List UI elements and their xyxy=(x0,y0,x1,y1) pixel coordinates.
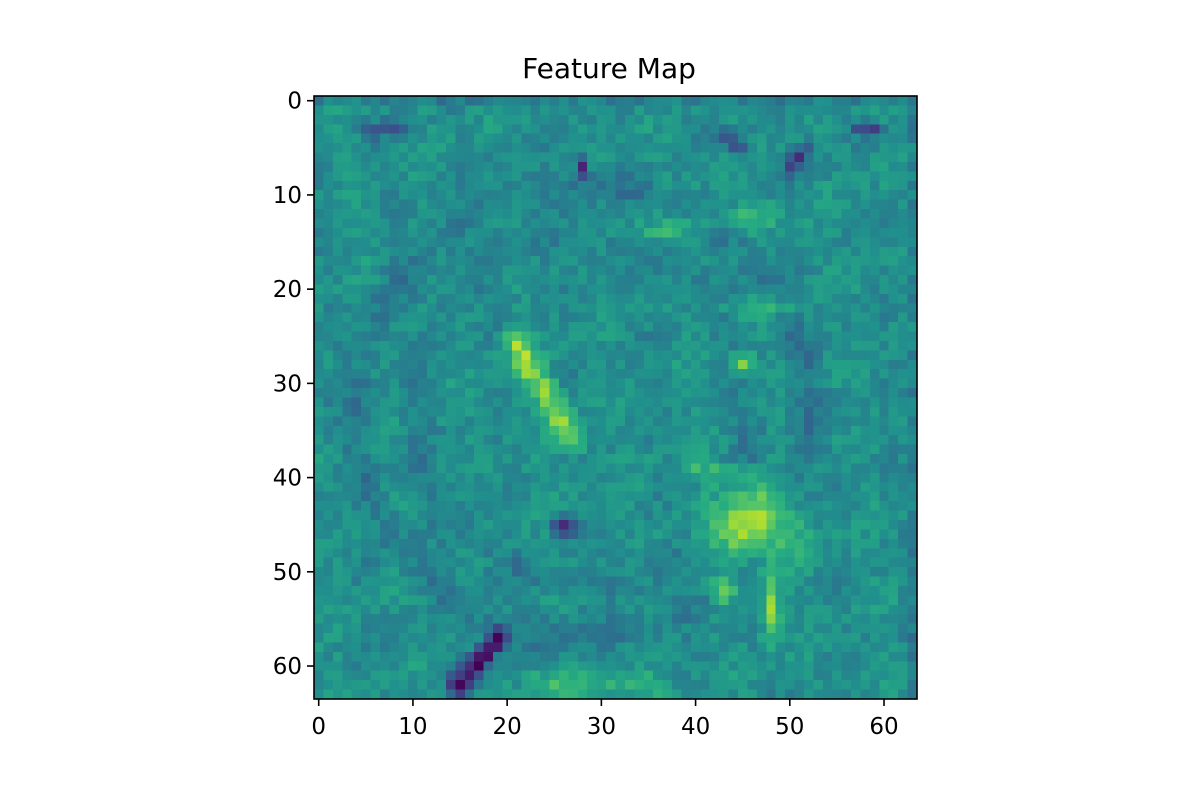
x-tick-label: 50 xyxy=(775,714,804,740)
x-tick-label: 0 xyxy=(311,714,326,740)
y-tick-label: 10 xyxy=(273,183,302,209)
x-tick-label: 30 xyxy=(587,714,616,740)
x-tick-label: 60 xyxy=(869,714,898,740)
chart-title: Feature Map xyxy=(522,52,696,85)
plot-frame xyxy=(313,95,918,700)
y-tick-label: 50 xyxy=(273,560,302,586)
y-tick-label: 30 xyxy=(273,371,302,397)
y-tick-label: 40 xyxy=(273,466,302,492)
x-tick-label: 20 xyxy=(493,714,522,740)
x-axis: 0 10 20 30 40 50 60 xyxy=(311,699,899,740)
x-tick-label: 40 xyxy=(681,714,710,740)
y-tick-label: 0 xyxy=(287,89,302,115)
x-tick-label: 10 xyxy=(398,714,427,740)
y-axis: 0 10 20 30 40 50 60 xyxy=(273,89,314,680)
y-tick-label: 20 xyxy=(273,277,302,303)
y-tick-label: 60 xyxy=(273,654,302,680)
heatmap-image xyxy=(314,96,917,699)
